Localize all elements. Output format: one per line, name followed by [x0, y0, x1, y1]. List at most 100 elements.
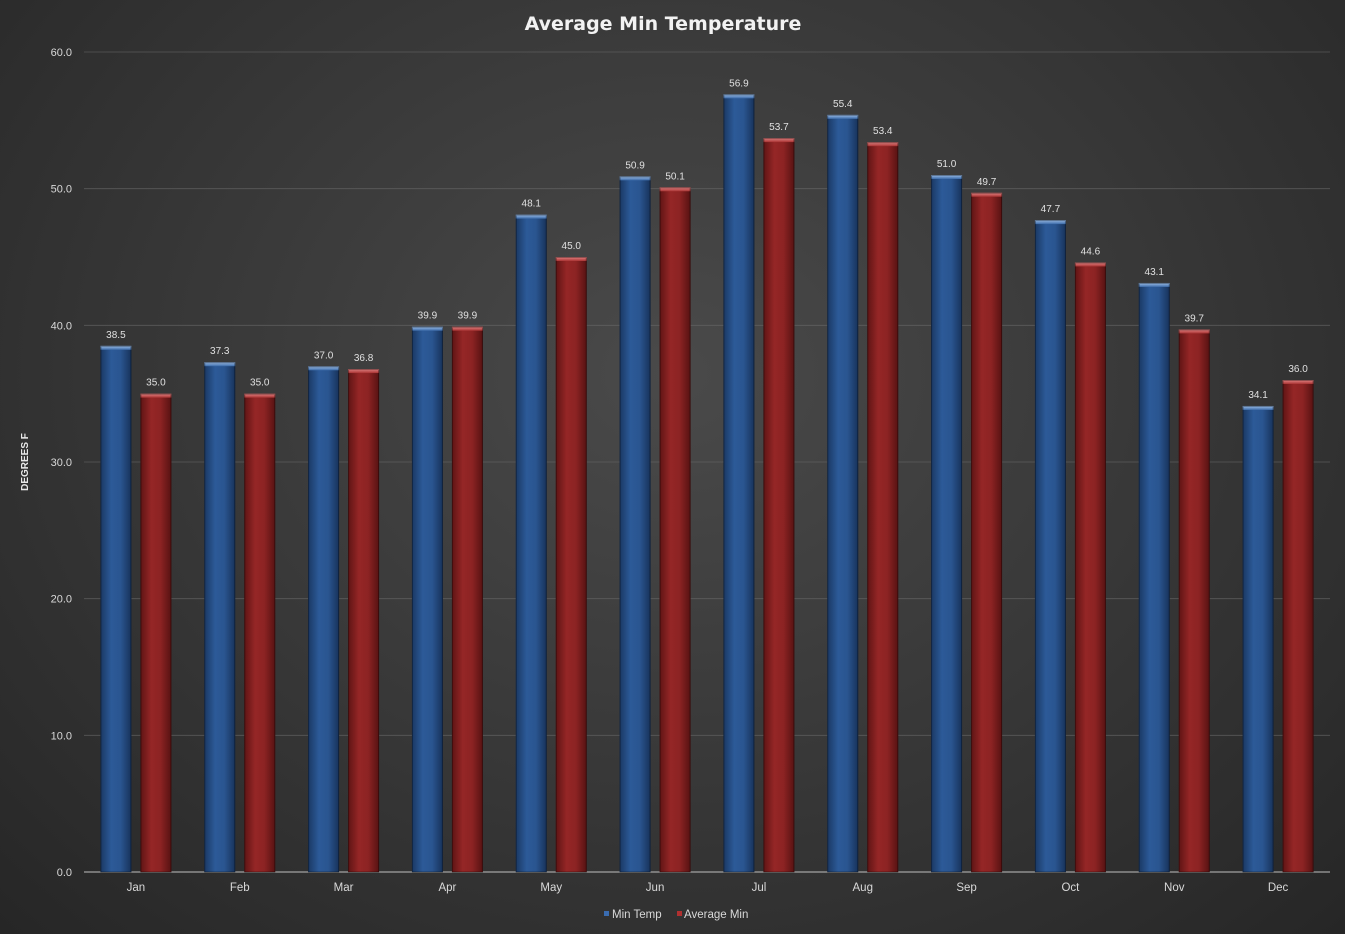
- bar-body: [1138, 282, 1170, 872]
- y-tick-label: 60.0: [51, 47, 72, 59]
- bar-edge: [723, 94, 755, 873]
- x-tick-label-may: May: [540, 882, 562, 894]
- bar-cap: [1074, 262, 1106, 267]
- bar-edge: [515, 214, 547, 873]
- bar-edge: [308, 366, 340, 873]
- y-tick-label: 10.0: [51, 730, 72, 742]
- bar-average-min-dec: [1282, 380, 1314, 873]
- bar-body: [619, 176, 651, 872]
- bar-cap: [555, 257, 587, 261]
- bar-body: [1282, 380, 1314, 872]
- bar-body: [204, 362, 236, 872]
- data-label-average-min-oct: 44.6: [1081, 246, 1101, 257]
- bar-cap: [308, 366, 340, 371]
- bar-min-temp-jul: [723, 94, 755, 873]
- bar-body: [931, 175, 963, 872]
- bar-body: [555, 257, 587, 872]
- bar-cap: [140, 393, 172, 398]
- data-label-min-temp-jul: 56.9: [729, 78, 749, 89]
- bar-edge: [1138, 282, 1170, 873]
- bar-average-min-feb: [244, 393, 276, 873]
- bar-cap: [1242, 405, 1274, 410]
- bar-body: [451, 326, 483, 872]
- legend-label-average-min: Average Min: [684, 909, 748, 921]
- bar-body: [971, 192, 1003, 872]
- bar-body: [723, 94, 755, 872]
- bar-cap: [1138, 282, 1170, 287]
- x-tick-label-oct: Oct: [1061, 882, 1080, 894]
- y-tick-label: 20.0: [51, 594, 72, 606]
- data-label-average-min-jun: 50.1: [665, 171, 685, 182]
- bar-average-min-jul: [763, 138, 795, 873]
- bar-body: [827, 114, 859, 872]
- bar-body: [515, 214, 547, 873]
- bar-edge: [348, 369, 380, 873]
- bar-cap: [619, 176, 651, 181]
- data-label-min-temp-sep: 51.0: [937, 159, 957, 170]
- bar-edge: [931, 175, 963, 873]
- bar-average-min-may: [555, 257, 587, 873]
- data-label-average-min-jul: 53.7: [769, 122, 789, 133]
- bar-body: [659, 187, 691, 873]
- data-label-average-min-jan: 35.0: [146, 378, 166, 389]
- bar-edge: [1242, 405, 1274, 873]
- bar-edge: [451, 326, 483, 873]
- bar-edge: [100, 345, 132, 873]
- bar-min-temp-may: [515, 214, 547, 873]
- bar-body: [1034, 220, 1066, 873]
- bar-edge: [1178, 329, 1210, 873]
- bar-cap: [411, 326, 443, 331]
- data-label-average-min-mar: 36.8: [354, 353, 374, 364]
- y-tick-label: 50.0: [51, 184, 72, 196]
- bar-body: [348, 369, 380, 872]
- bar-cap: [867, 142, 899, 147]
- data-label-min-temp-jun: 50.9: [625, 160, 645, 171]
- data-label-average-min-apr: 39.9: [458, 311, 478, 322]
- bar-cap: [100, 345, 132, 350]
- x-tick-label-jun: Jun: [646, 882, 665, 894]
- bar-average-min-jan: [140, 393, 172, 873]
- bar-min-temp-jun: [619, 176, 651, 873]
- data-label-average-min-may: 45.0: [562, 241, 582, 252]
- x-tick-label-feb: Feb: [230, 882, 250, 894]
- bar-edge: [555, 257, 587, 873]
- bar-body: [1242, 405, 1274, 872]
- bar-edge: [971, 192, 1003, 873]
- x-tick-label-apr: Apr: [438, 882, 456, 894]
- chart-title: Average Min Temperature: [525, 13, 802, 35]
- bar-min-temp-aug: [827, 114, 859, 873]
- data-label-average-min-aug: 53.4: [873, 126, 893, 137]
- bar-edge: [244, 393, 276, 873]
- x-tick-label-dec: Dec: [1268, 882, 1289, 894]
- bar-min-temp-sep: [931, 175, 963, 873]
- data-label-min-temp-apr: 39.9: [418, 311, 438, 322]
- bar-edge: [204, 362, 236, 873]
- bar-body: [1178, 329, 1210, 872]
- bar-edge: [1034, 220, 1066, 873]
- bar-body: [308, 366, 340, 872]
- legend-label-min-temp: Min Temp: [612, 909, 662, 921]
- x-tick-label-sep: Sep: [956, 882, 976, 894]
- x-tick-label-jul: Jul: [752, 882, 767, 894]
- bar-cap: [348, 369, 380, 374]
- bar-cap: [204, 362, 236, 367]
- gridlines: [84, 51, 1330, 873]
- bar-edge: [140, 393, 172, 873]
- bar-edge: [763, 138, 795, 873]
- x-tick-label-nov: Nov: [1164, 882, 1185, 894]
- bar-average-min-jun: [659, 187, 691, 873]
- bar-body: [1074, 262, 1106, 872]
- bar-edge: [619, 176, 651, 873]
- bar-cap: [515, 214, 547, 219]
- data-label-average-min-dec: 36.0: [1288, 364, 1308, 375]
- x-tick-label-jan: Jan: [127, 882, 146, 894]
- x-axis-ticks: Jan Feb Mar Apr May Jun Jul Aug Sep Oct Nov Dec: [127, 882, 1289, 894]
- data-label-min-temp-oct: 47.7: [1041, 204, 1061, 215]
- y-axis-ticks: 0.0 10.0 20.0 30.0 40.0 50.0 60.0: [51, 47, 72, 879]
- bar-average-min-aug: [867, 142, 899, 873]
- bar-body: [867, 142, 899, 872]
- bar-cap: [763, 138, 795, 143]
- bar-body: [244, 393, 276, 872]
- bar-average-min-nov: [1178, 329, 1210, 873]
